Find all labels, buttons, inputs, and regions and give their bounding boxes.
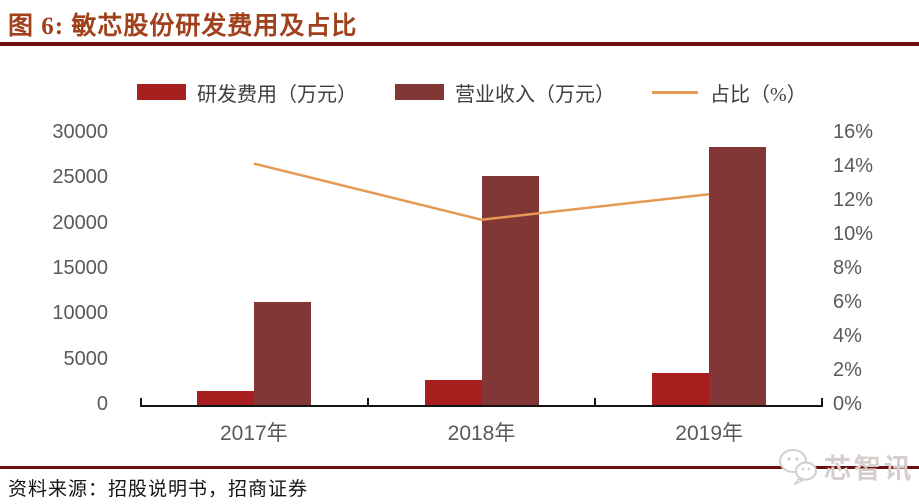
right-axis-tick-label: 16% [833, 121, 874, 143]
right-axis-tick-label: 2% [833, 359, 862, 381]
x-axis-label: 2019年 [675, 422, 744, 445]
x-axis-tick [366, 398, 369, 405]
rd-expense-bar [196, 390, 254, 405]
x-axis-label: 2017年 [219, 422, 288, 445]
ratio-line [253, 162, 710, 221]
legend-item-revenue: 营业收入（万元） [395, 81, 615, 106]
revenue-bar [709, 146, 767, 405]
right-axis-tick-label: 6% [833, 291, 862, 313]
rd-expense-bar [424, 379, 482, 405]
left-axis-tick-label: 30000 [52, 121, 108, 143]
footer-rule [0, 466, 919, 469]
right-axis-tick-label: 10% [833, 223, 874, 245]
legend-label-revenue: 营业收入（万元） [455, 83, 615, 106]
right-axis-tick-label: 8% [833, 257, 862, 279]
plot-area [140, 133, 823, 407]
left-axis-tick-label: 25000 [52, 166, 108, 189]
legend-item-rd-expense: 研发费用（万元） [137, 81, 357, 106]
source-text: 资料来源：招股说明书，招商证券 [8, 479, 309, 500]
left-axis-tick-label: 15000 [52, 257, 108, 279]
legend-item-ratio: 占比（%） [652, 81, 807, 106]
legend-label-rd-expense: 研发费用（万元） [197, 83, 357, 106]
ratio-line-swatch [652, 90, 698, 94]
left-axis-tick-label: 5000 [63, 347, 109, 370]
x-axis-tick [821, 398, 823, 405]
right-axis-tick-label: 14% [833, 155, 874, 177]
right-axis-tick-label: 0% [833, 393, 862, 415]
right-axis-tick-label: 4% [833, 325, 862, 347]
rd-expense-swatch [137, 84, 186, 100]
x-axis-tick [140, 398, 142, 405]
wechat-icon [779, 449, 817, 485]
figure-title: 图 6: 敏芯股份研发费用及占比 [8, 13, 358, 40]
revenue-swatch [395, 84, 444, 100]
left-axis-tick-label: 0 [96, 393, 108, 415]
right-axis-tick-label: 12% [833, 189, 874, 211]
rd-expense-bar [652, 373, 710, 405]
header-rule [0, 42, 919, 46]
left-axis-tick-label: 10000 [52, 302, 108, 325]
watermark-text: 芯智讯 [824, 453, 914, 484]
x-axis-tick [594, 398, 597, 405]
x-axis-label: 2018年 [447, 422, 516, 445]
revenue-bar [253, 301, 311, 405]
left-axis-tick-label: 20000 [52, 211, 108, 234]
watermark-logo: 芯智讯 [778, 440, 914, 492]
legend-label-ratio: 占比（%） [710, 83, 807, 106]
